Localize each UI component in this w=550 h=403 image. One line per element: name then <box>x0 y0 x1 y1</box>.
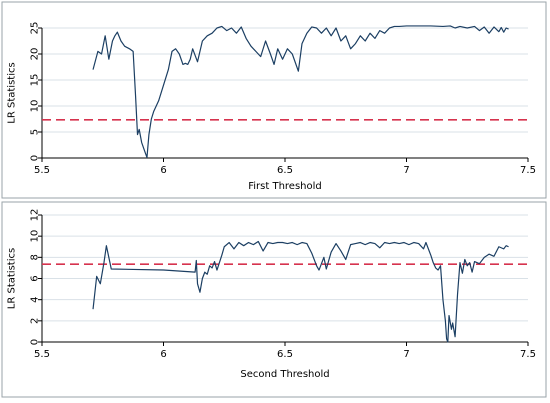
second-y-tick-label-1: 2 <box>30 318 41 324</box>
first-threshold-panel: 0 5 10 15 20 25 5.5 6 6.5 7 7.5 First Threshold LR S… <box>1 1 547 199</box>
second-x-tick-label-4: 7.5 <box>520 349 536 360</box>
first-y-tick-label-4: 20 <box>30 48 41 61</box>
second-x-tick-label-3: 7 <box>403 349 409 360</box>
first-x-tick-label-3: 7 <box>403 165 409 176</box>
first-x-tick-label-1: 6 <box>160 165 166 176</box>
first-y-tick-label-3: 15 <box>30 74 41 87</box>
second-y-tick-label-3: 6 <box>30 275 41 281</box>
second-y-tick-label-6: 12 <box>30 209 41 222</box>
first-y-axis-title: LR Statistics <box>7 62 18 123</box>
second-x-axis-title: Second Threshold <box>240 369 329 380</box>
second-y-tick-label-5: 10 <box>30 230 41 243</box>
second-y-axis-title: LR Statistics <box>7 248 18 309</box>
first-x-axis-title: First Threshold <box>248 181 322 192</box>
first-lr-series-line-0 <box>92 25 509 159</box>
second-y-tick-label-0: 0 <box>30 339 41 345</box>
second-y-tick-label-2: 4 <box>30 296 41 302</box>
second-x-tick-label-2: 6.5 <box>277 349 293 360</box>
second-x-tick-label-1: 6 <box>160 349 166 360</box>
first-y-tick-label-2: 10 <box>30 100 41 113</box>
first-x-tick-label-2: 6.5 <box>277 165 293 176</box>
first-panel-frame <box>1 1 547 199</box>
first-y-tick-label-1: 5 <box>30 129 41 135</box>
second-threshold-panel: 0 2 4 6 8 10 12 5.5 6 6.5 7 7.5 Second Threshold LR S… <box>1 201 547 398</box>
second-lr-series-line-0 <box>92 240 509 343</box>
first-y-tick-label-0: 0 <box>30 155 41 161</box>
first-x-tick-label-0: 5.5 <box>34 165 50 176</box>
first-y-tick-label-5: 25 <box>30 22 41 35</box>
first-x-tick-label-4: 7.5 <box>520 165 536 176</box>
second-x-tick-label-0: 5.5 <box>34 349 50 360</box>
second-y-tick-label-4: 8 <box>30 254 41 260</box>
